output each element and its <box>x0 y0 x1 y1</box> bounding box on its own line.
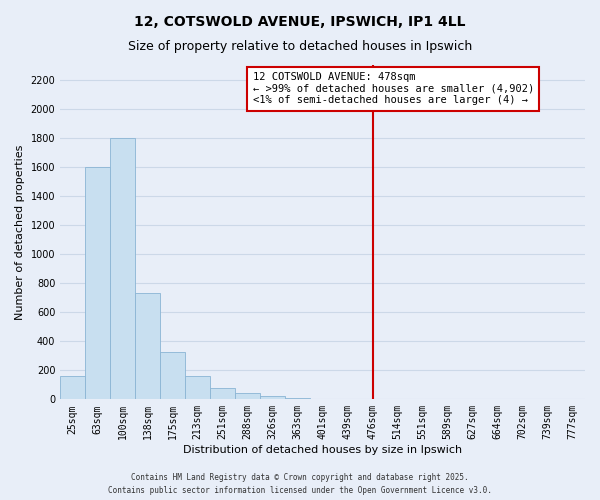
Bar <box>110 138 135 400</box>
Bar <box>160 352 185 400</box>
Bar <box>60 376 85 400</box>
Y-axis label: Number of detached properties: Number of detached properties <box>15 144 25 320</box>
Bar <box>85 167 110 400</box>
X-axis label: Distribution of detached houses by size in Ipswich: Distribution of detached houses by size … <box>183 445 462 455</box>
Bar <box>135 293 160 400</box>
Text: 12, COTSWOLD AVENUE, IPSWICH, IP1 4LL: 12, COTSWOLD AVENUE, IPSWICH, IP1 4LL <box>134 15 466 29</box>
Bar <box>185 376 210 400</box>
Text: Size of property relative to detached houses in Ipswich: Size of property relative to detached ho… <box>128 40 472 53</box>
Bar <box>210 388 235 400</box>
Bar <box>235 393 260 400</box>
Bar <box>260 396 285 400</box>
Bar <box>310 398 335 400</box>
Bar <box>285 398 310 400</box>
Text: Contains HM Land Registry data © Crown copyright and database right 2025.
Contai: Contains HM Land Registry data © Crown c… <box>108 474 492 495</box>
Text: 12 COTSWOLD AVENUE: 478sqm
← >99% of detached houses are smaller (4,902)
<1% of : 12 COTSWOLD AVENUE: 478sqm ← >99% of det… <box>253 72 534 106</box>
